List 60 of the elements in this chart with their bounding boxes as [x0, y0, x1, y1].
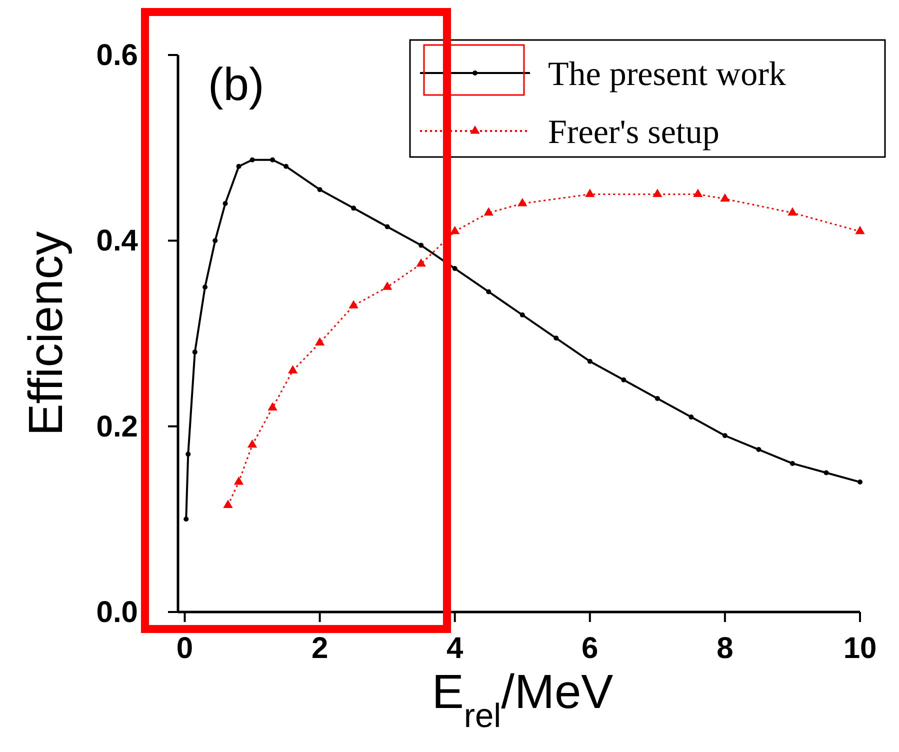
y-tick-label: 0.0 — [96, 596, 138, 629]
point — [824, 470, 829, 476]
point — [184, 516, 189, 522]
y-axis-title: Efficiency — [20, 231, 73, 436]
point — [722, 433, 728, 438]
point — [382, 282, 392, 290]
y-tick-label: 0.4 — [96, 224, 138, 258]
point — [384, 224, 390, 230]
y-tick-label: 0.2 — [96, 410, 138, 444]
point — [554, 336, 559, 341]
point — [250, 157, 255, 162]
legend-label: The present work — [548, 56, 786, 93]
point — [314, 337, 325, 346]
point — [236, 164, 242, 169]
point — [234, 476, 244, 485]
point — [652, 188, 662, 198]
annotation: (b) — [208, 58, 264, 110]
point — [288, 365, 298, 374]
point — [202, 284, 208, 290]
point — [486, 289, 492, 294]
point — [351, 206, 356, 211]
x-tick-label: 10 — [843, 632, 877, 665]
point — [270, 157, 276, 162]
point — [788, 207, 798, 216]
y-tick-label: 0.6 — [96, 39, 138, 72]
point — [518, 198, 528, 206]
point — [223, 500, 233, 508]
x-tick-label: 6 — [582, 632, 598, 665]
point — [348, 300, 358, 308]
point — [855, 226, 865, 234]
point — [520, 312, 525, 318]
legend-label: Freer's setup — [548, 114, 720, 151]
point — [268, 402, 278, 411]
x-axis-title: E$_{rel}$/MeV — [432, 666, 614, 734]
point — [416, 258, 426, 267]
point — [587, 358, 592, 364]
point — [693, 188, 703, 198]
point — [186, 452, 191, 457]
point — [790, 460, 795, 466]
point — [688, 414, 694, 420]
x-tick-label: 8 — [716, 632, 734, 665]
point — [192, 350, 198, 355]
point — [222, 201, 228, 206]
point — [484, 207, 494, 216]
x-tick-label: 2 — [311, 632, 328, 665]
point — [621, 377, 626, 382]
x-tick-label: 0 — [176, 632, 194, 665]
point — [284, 164, 289, 169]
point — [418, 242, 424, 248]
point — [756, 447, 762, 452]
point — [654, 396, 660, 401]
point — [317, 187, 322, 192]
x-tick-label: 4 — [446, 632, 464, 665]
point — [585, 188, 595, 198]
point — [720, 193, 730, 202]
point — [452, 266, 458, 272]
point — [450, 226, 460, 234]
point — [212, 238, 218, 244]
point — [247, 439, 258, 448]
point — [858, 480, 862, 485]
